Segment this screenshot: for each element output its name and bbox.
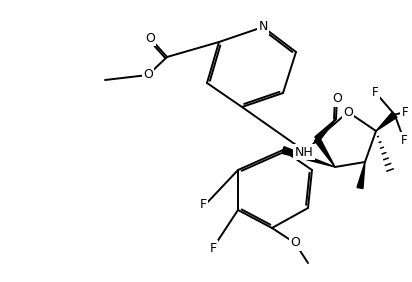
- Polygon shape: [282, 147, 335, 167]
- Text: O: O: [290, 237, 300, 250]
- Text: O: O: [332, 92, 342, 105]
- Polygon shape: [314, 137, 335, 167]
- Text: F: F: [372, 85, 378, 98]
- Text: O: O: [343, 105, 353, 118]
- Text: F: F: [401, 133, 407, 147]
- Text: F: F: [199, 199, 206, 212]
- Polygon shape: [376, 112, 397, 131]
- Text: O: O: [145, 32, 155, 45]
- Text: NH: NH: [295, 146, 314, 158]
- Polygon shape: [357, 162, 365, 189]
- Text: O: O: [143, 69, 153, 81]
- Text: F: F: [402, 105, 408, 118]
- Polygon shape: [315, 119, 336, 141]
- Text: N: N: [258, 21, 268, 34]
- Text: F: F: [209, 241, 217, 254]
